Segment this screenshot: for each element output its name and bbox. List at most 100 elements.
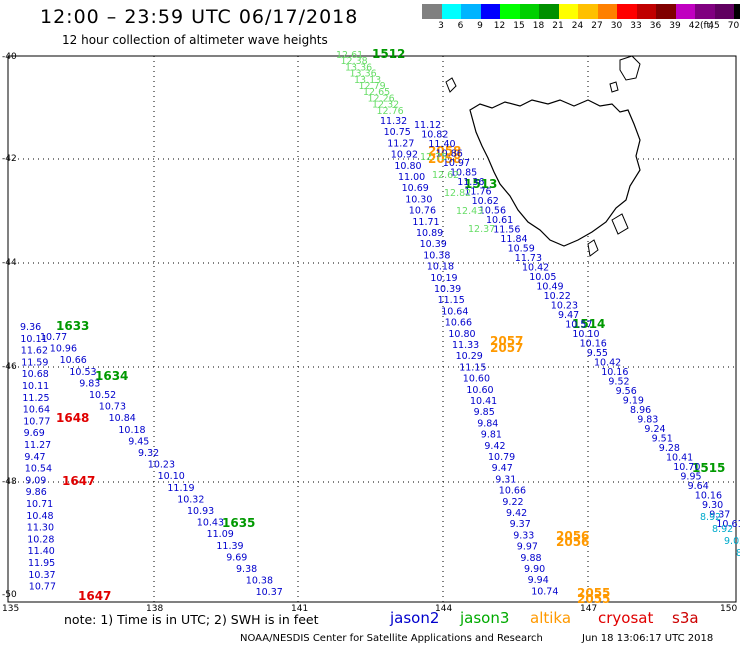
wave-height-value: 11.40 <box>428 139 455 150</box>
pass-number-label: 2057 <box>490 334 523 348</box>
color-scale-tick: 42 <box>688 21 701 31</box>
wave-height-value: 9.19 <box>623 396 644 407</box>
bruny-island <box>587 239 599 257</box>
color-swatch <box>558 4 578 19</box>
wave-height-value: 9.28 <box>659 443 680 454</box>
lon-label: 144 <box>435 604 453 614</box>
wave-height-value: 10.29 <box>456 351 483 362</box>
page-title: 12:00 – 23:59 UTC 06/17/2018 <box>40 6 359 28</box>
wave-height-value: 8.92 <box>700 512 721 523</box>
color-swatch <box>461 4 481 19</box>
pass-number-label: 1514 <box>572 317 605 331</box>
wave-height-value: 11.15 <box>438 295 465 306</box>
wave-height-value: 10.62 <box>472 196 499 207</box>
color-scale-tick: 21 <box>552 21 564 31</box>
lon-label: 147 <box>580 604 598 614</box>
wave-height-value: 11.27 <box>387 138 414 149</box>
wave-height-value: 10.48 <box>26 511 53 522</box>
wave-height-value: 12.26 <box>368 93 395 104</box>
wave-height-value: 10.69 <box>402 183 429 194</box>
note-text: note: 1) Time is in UTC; 2) SWH is in fe… <box>64 612 319 627</box>
lon-label: 135 <box>2 604 20 614</box>
color-scale-labels: 3 6 9 12 15 18 21 24 27 30 33 36 39 42 45 70 <box>422 21 739 33</box>
wave-height-value: 10.38 <box>246 576 273 587</box>
wave-height-value: 12.37 <box>468 224 495 235</box>
color-swatch <box>656 4 676 19</box>
color-swatch <box>519 4 539 19</box>
color-scale-unit: (ft) <box>700 21 714 31</box>
tasman-peninsula <box>611 213 629 235</box>
wave-height-value: 10.23 <box>148 460 175 471</box>
wave-height-value: 10.28 <box>27 534 54 545</box>
wave-height-value: 9.31 <box>495 474 516 485</box>
wave-height-value: 9.02 <box>724 536 740 547</box>
wave-height-value: 10.19 <box>430 273 457 284</box>
lon-label: 141 <box>291 604 309 614</box>
wave-height-value: 12.79 <box>359 81 386 92</box>
wave-height-value: 9.36 <box>20 322 41 333</box>
wave-height-value: 10.10 <box>158 471 185 482</box>
wave-height-value: 9.97 <box>517 542 538 553</box>
wave-height-value: 9.84 <box>477 418 498 429</box>
wave-height-value: 10.86 <box>436 149 463 160</box>
wave-height-value: 10.79 <box>488 452 515 463</box>
wave-height-value: 10.68 <box>22 369 49 380</box>
wave-height-value: 12.61 <box>336 50 363 61</box>
wave-height-value: 12.32 <box>372 100 399 111</box>
wave-height-value: 9.52 <box>608 377 629 388</box>
wave-height-value: 10.59 <box>508 244 535 255</box>
wave-height-value: 10.05 <box>529 272 556 283</box>
wave-height-value: 9.09 <box>25 475 46 486</box>
wave-height-value: 10.23 <box>551 301 578 312</box>
wave-height-value: 10.42 <box>594 358 621 369</box>
wave-height-value: 10.18 <box>427 262 454 273</box>
wave-height-value: 11.19 <box>167 483 194 494</box>
footer-credit: NOAA/NESDIS Center for Satellite Applica… <box>240 633 543 644</box>
wave-height-value: 10.41 <box>470 396 497 407</box>
wave-height-value: 11.12 <box>414 120 441 131</box>
wave-height-value: 10.37 <box>256 587 283 598</box>
wave-height-value: 11.33 <box>452 340 479 351</box>
wave-height-value: 10.39 <box>434 284 461 295</box>
wave-height-value: 9.45 <box>128 436 149 447</box>
legend-jason2: jason2 <box>390 609 440 627</box>
legend-jason3: jason3 <box>460 609 510 627</box>
pass-number-label: 2057 <box>490 341 523 355</box>
wave-height-value: 11.00 <box>398 172 425 183</box>
pass-number-label: 1634 <box>95 369 128 383</box>
pass-number-label: 2055 <box>577 586 610 600</box>
wave-height-value: 10.84 <box>109 413 136 424</box>
wave-height-value: 10.53 <box>69 367 96 378</box>
wave-height-value: 10.18 <box>118 425 145 436</box>
wave-height-value: 10.64 <box>23 405 50 416</box>
tasmania-coastline <box>469 99 641 247</box>
wave-height-value: 9.33 <box>513 530 534 541</box>
wave-height-value: 9.42 <box>484 441 505 452</box>
wave-height-value: 9.69 <box>24 428 45 439</box>
color-scale-tick: 12 <box>493 21 506 31</box>
color-swatch <box>617 4 637 19</box>
wave-height-value: 10.92 <box>391 150 418 161</box>
wave-height-value: 10.57 <box>565 320 592 331</box>
wave-height-value: 9.94 <box>528 575 549 586</box>
pass-number-label: 1633 <box>56 319 89 333</box>
wave-height-value: 12.76 <box>377 106 404 117</box>
wave-height-value: 11.15 <box>459 362 486 373</box>
wave-height-value: 10.60 <box>466 385 493 396</box>
color-swatch <box>636 4 656 19</box>
pass-number-label: 2058 <box>428 144 461 158</box>
lat-label: -42 <box>2 154 17 164</box>
wave-height-value: 8.92 <box>712 524 733 535</box>
wave-height-value: 9.83 <box>637 415 658 426</box>
wave-height-value: 10.66 <box>445 318 472 329</box>
wave-height-value: 10.74 <box>531 586 558 597</box>
wave-height-value: 10.16 <box>601 367 628 378</box>
wave-height-value: 9.24 <box>644 424 665 435</box>
wave-height-value: 10.16 <box>580 339 607 350</box>
wave-height-value: 10.11 <box>22 381 49 392</box>
wave-height-value: 9.22 <box>502 497 523 508</box>
color-swatch <box>734 4 740 19</box>
footer-timestamp: Jun 18 13:06:17 UTC 2018 <box>582 633 714 644</box>
wave-height-value: 12.43 <box>456 206 483 217</box>
